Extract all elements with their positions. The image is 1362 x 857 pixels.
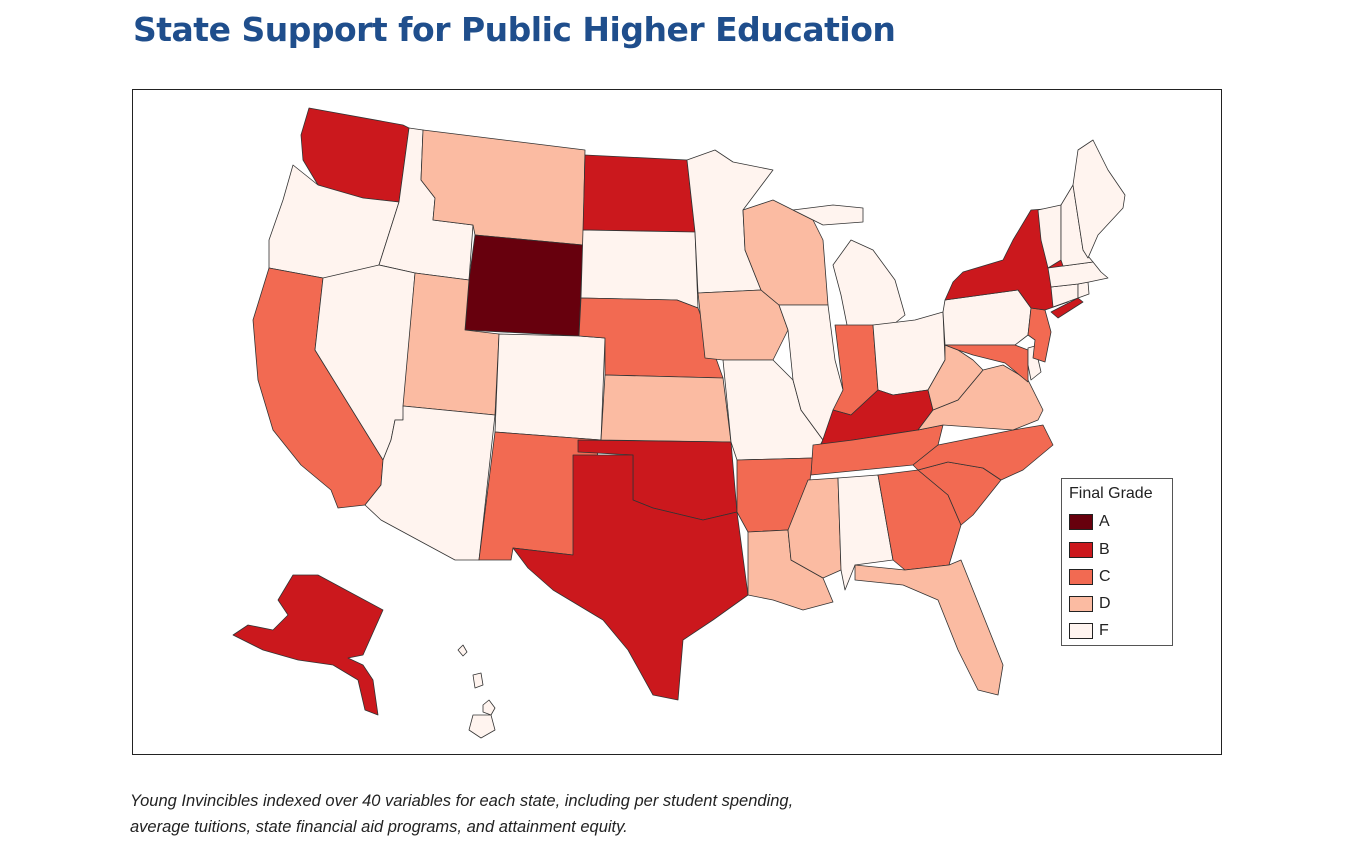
state-WV: [927, 344, 984, 411]
state-NJ: [1027, 307, 1052, 363]
state-HI: [457, 644, 496, 739]
legend-title: Final Grade: [1069, 485, 1153, 502]
state-MI: [792, 204, 906, 331]
state-FL: [854, 559, 1004, 696]
state-TN: [810, 424, 944, 476]
us-map: [232, 107, 1126, 739]
legend-label: C: [1099, 568, 1111, 585]
legend-item-c: C: [1069, 568, 1111, 586]
legend-swatch: [1069, 623, 1093, 639]
legend-item-b: B: [1069, 541, 1110, 559]
legend-swatch: [1069, 542, 1093, 558]
legend-label: D: [1099, 595, 1111, 612]
page-title: State Support for Public Higher Educatio…: [133, 10, 896, 49]
legend-swatch: [1069, 596, 1093, 612]
caption-line-1: Young Invincibles indexed over 40 variab…: [130, 792, 794, 810]
state-ND: [582, 154, 696, 233]
map-frame: Final Grade A B C D F: [132, 89, 1222, 755]
caption-line-2: average tuitions, state financial aid pr…: [130, 818, 628, 836]
state-TX: [512, 454, 749, 701]
state-DE: [1027, 345, 1042, 381]
state-NC: [912, 424, 1054, 481]
state-WY: [464, 234, 584, 337]
state-RI: [1077, 281, 1090, 299]
state-SD: [580, 229, 699, 309]
state-KS: [600, 374, 732, 443]
state-VT: [1037, 204, 1062, 269]
legend-label: B: [1099, 541, 1110, 558]
state-MA: [1047, 261, 1109, 288]
legend-label: A: [1099, 513, 1110, 530]
legend-item-a: A: [1069, 513, 1110, 531]
legend-item-d: D: [1069, 595, 1111, 613]
caption: Young Invincibles indexed over 40 variab…: [130, 788, 793, 840]
legend-label: F: [1099, 622, 1109, 639]
state-MD: [944, 344, 1029, 383]
state-CO: [494, 333, 606, 441]
map-legend: Final Grade A B C D F: [1061, 478, 1173, 646]
legend-swatch: [1069, 514, 1093, 530]
legend-item-f: F: [1069, 622, 1109, 640]
state-ME: [1072, 139, 1126, 259]
state-AK: [232, 574, 384, 716]
legend-swatch: [1069, 569, 1093, 585]
